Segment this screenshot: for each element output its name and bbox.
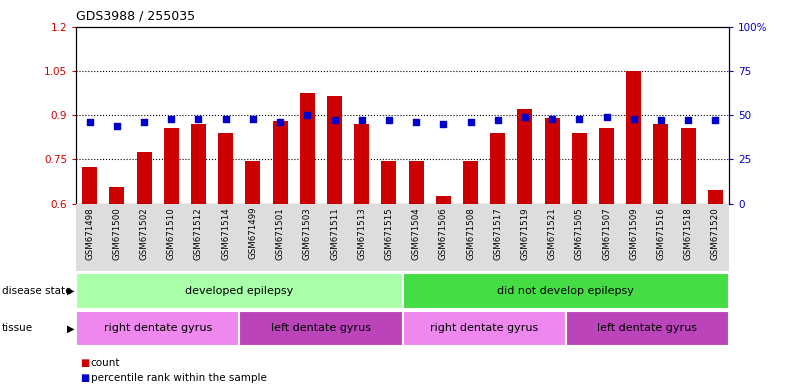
Text: GSM671508: GSM671508 (466, 207, 475, 260)
Point (464, 119, 477, 125)
Point (518, 114, 531, 120)
Point (573, 116, 586, 122)
Bar (436, 196, 451, 204)
Point (356, 118, 368, 124)
Bar (245, 161, 260, 204)
Bar (327, 96, 342, 204)
Bar (517, 109, 533, 204)
Text: GSM671504: GSM671504 (412, 207, 421, 260)
Bar (191, 124, 206, 204)
Point (219, 116, 232, 122)
Point (491, 118, 504, 124)
Point (192, 116, 205, 122)
Text: GSM671502: GSM671502 (139, 207, 149, 260)
Point (627, 116, 640, 122)
Text: disease state: disease state (2, 286, 71, 296)
Text: GSM671520: GSM671520 (710, 207, 720, 260)
Bar (409, 161, 424, 204)
Bar (463, 161, 478, 204)
Text: GSM671516: GSM671516 (656, 207, 666, 260)
Text: count: count (91, 358, 120, 368)
Bar (76, 273, 402, 309)
Text: percentile rank within the sample: percentile rank within the sample (91, 373, 267, 383)
Text: GSM671519: GSM671519 (521, 207, 529, 260)
Text: GSM671500: GSM671500 (112, 207, 122, 260)
Bar (654, 124, 668, 204)
Point (165, 116, 178, 122)
Text: left dentate gyrus: left dentate gyrus (598, 323, 698, 333)
Text: ■: ■ (80, 358, 90, 368)
Bar (239, 311, 402, 346)
Text: GSM671515: GSM671515 (384, 207, 393, 260)
Text: GSM671510: GSM671510 (167, 207, 175, 260)
Bar (566, 311, 729, 346)
Text: ■: ■ (80, 373, 90, 383)
Text: GSM671505: GSM671505 (575, 207, 584, 260)
Text: right dentate gyrus: right dentate gyrus (430, 323, 538, 333)
Point (545, 116, 558, 122)
Text: GDS3988 / 255035: GDS3988 / 255035 (76, 10, 195, 23)
Bar (137, 152, 151, 204)
Bar (218, 133, 233, 204)
Bar (354, 124, 369, 204)
Text: developed epilepsy: developed epilepsy (185, 286, 293, 296)
Text: GSM671517: GSM671517 (493, 207, 502, 260)
Bar (110, 187, 124, 204)
Text: GSM671518: GSM671518 (683, 207, 693, 260)
Bar (164, 128, 179, 204)
Point (682, 118, 694, 124)
Bar (272, 121, 288, 204)
Text: GSM671498: GSM671498 (85, 207, 95, 260)
Text: GSM671521: GSM671521 (548, 207, 557, 260)
Point (709, 118, 722, 124)
Bar (545, 118, 560, 204)
Bar (708, 190, 723, 204)
Text: ▶: ▶ (66, 286, 74, 296)
Point (138, 119, 151, 125)
Text: GSM671513: GSM671513 (357, 207, 366, 260)
Text: tissue: tissue (2, 323, 33, 333)
Point (301, 112, 314, 118)
Text: ▶: ▶ (66, 323, 74, 333)
Point (437, 121, 449, 127)
Text: did not develop epilepsy: did not develop epilepsy (497, 286, 634, 296)
Bar (402, 273, 729, 309)
Text: GSM671514: GSM671514 (221, 207, 230, 260)
Point (600, 114, 613, 120)
Text: GSM671501: GSM671501 (276, 207, 284, 260)
Bar (490, 133, 505, 204)
Text: GSM671509: GSM671509 (630, 207, 638, 260)
Text: GSM671512: GSM671512 (194, 207, 203, 260)
Point (654, 118, 667, 124)
Point (383, 118, 396, 124)
Bar (381, 161, 396, 204)
Bar (681, 128, 695, 204)
Text: GSM671503: GSM671503 (303, 207, 312, 260)
Text: GSM671506: GSM671506 (439, 207, 448, 260)
Point (409, 119, 422, 125)
Point (247, 116, 260, 122)
Text: GSM671499: GSM671499 (248, 207, 257, 259)
Point (274, 119, 287, 125)
Bar (76, 311, 239, 346)
Bar (626, 71, 641, 204)
Bar (599, 128, 614, 204)
Point (83, 119, 96, 125)
Point (111, 123, 123, 129)
Text: right dentate gyrus: right dentate gyrus (103, 323, 211, 333)
Bar (83, 167, 97, 204)
Text: left dentate gyrus: left dentate gyrus (271, 323, 371, 333)
Text: GSM671507: GSM671507 (602, 207, 611, 260)
Text: GSM671511: GSM671511 (330, 207, 339, 260)
Bar (300, 93, 315, 204)
Bar (572, 133, 587, 204)
Bar (402, 311, 566, 346)
Point (328, 118, 341, 124)
